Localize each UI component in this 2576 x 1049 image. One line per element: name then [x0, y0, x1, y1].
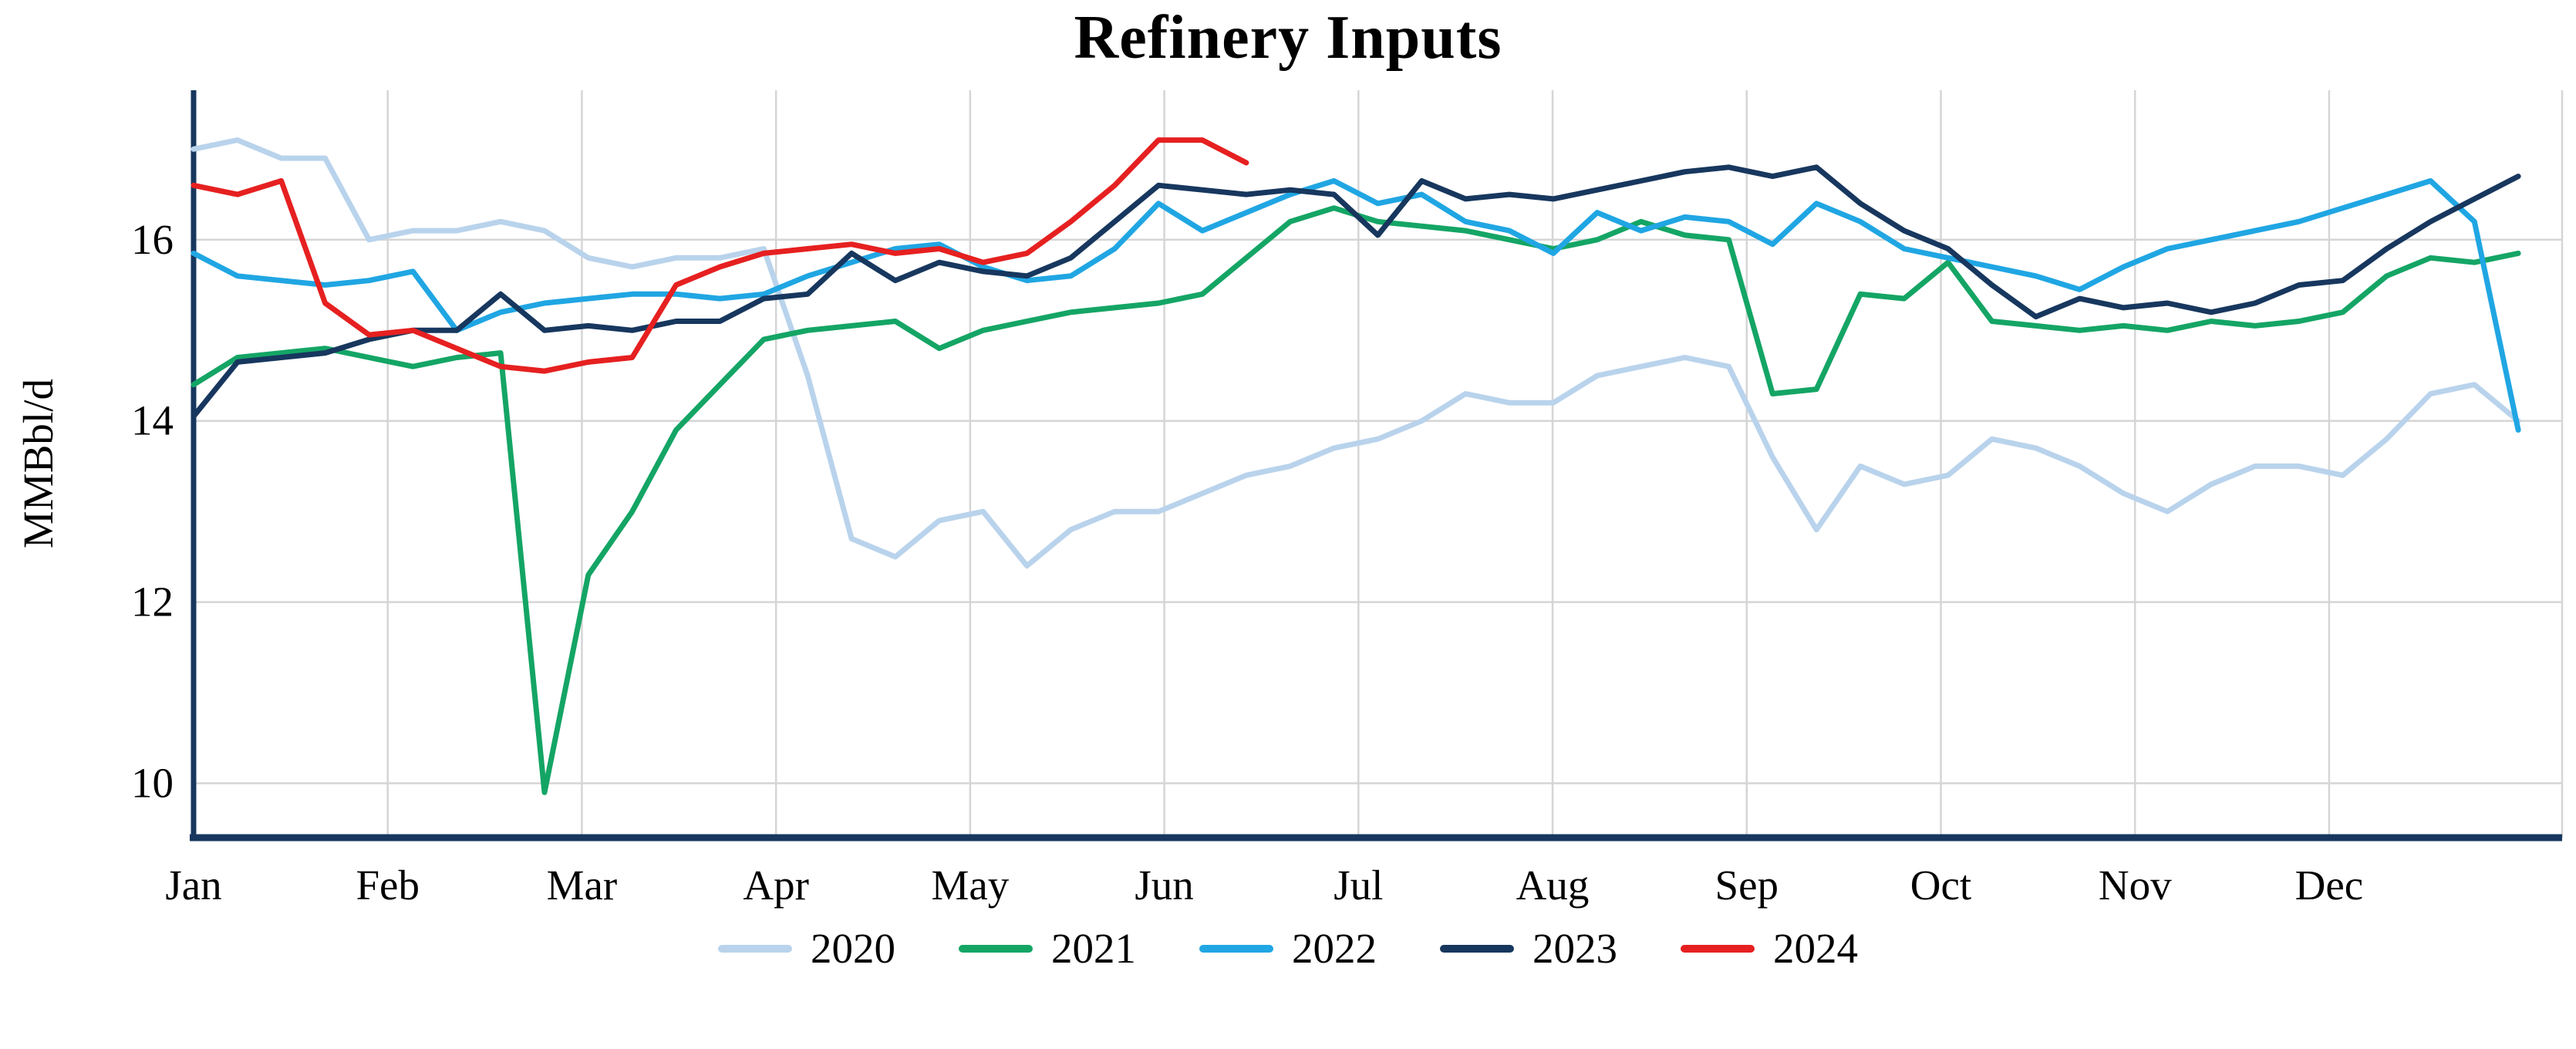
x-tick-label: Jun: [1135, 862, 1193, 909]
x-tick-label: Sep: [1715, 862, 1779, 909]
legend-swatch-2021: [959, 944, 1033, 953]
x-tick-label: May: [931, 862, 1009, 909]
x-tick-label: Jan: [165, 862, 221, 909]
y-axis-label: MMBbl/d: [15, 379, 62, 549]
legend-item-2021: 2021: [959, 924, 1136, 973]
legend: 2020 2021 2022 2023 2024: [0, 924, 2576, 973]
legend-item-2023: 2023: [1440, 924, 1617, 973]
y-tick-label: 16: [131, 216, 174, 263]
legend-label-2020: 2020: [811, 925, 895, 972]
legend-label-2024: 2024: [1773, 925, 1858, 972]
x-tick-label: Jul: [1334, 862, 1383, 909]
x-tick-label: Dec: [2295, 862, 2364, 909]
chart-title: Refinery Inputs: [1074, 4, 1502, 72]
series-line-2024: [191, 137, 1249, 374]
legend-swatch-2020: [718, 944, 792, 953]
x-tick-label: Aug: [1516, 862, 1590, 909]
y-axis-label-wrap: MMBbl/d: [14, 90, 62, 838]
y-tick-label: 10: [131, 760, 174, 807]
legend-item-2020: 2020: [718, 924, 895, 973]
legend-item-2024: 2024: [1681, 924, 1858, 973]
series-line-2023: [191, 164, 2521, 420]
legend-swatch-2024: [1681, 944, 1755, 953]
x-tick-label: Nov: [2099, 862, 2172, 909]
x-tick-label: Mar: [547, 862, 618, 909]
x-tick-label: Apr: [743, 862, 809, 909]
legend-label-2022: 2022: [1292, 925, 1377, 972]
x-tick-label: Feb: [356, 862, 420, 909]
legend-swatch-2023: [1440, 944, 1514, 953]
legend-label-2023: 2023: [1532, 925, 1617, 972]
series-line-2022: [191, 178, 2521, 433]
series-line-2020: [191, 137, 2521, 569]
x-tick-label: Oct: [1910, 862, 1971, 909]
series-line-2021: [191, 205, 2521, 795]
y-tick-label: 12: [131, 578, 174, 626]
legend-label-2021: 2021: [1051, 925, 1136, 972]
y-tick-label: 14: [131, 397, 174, 444]
legend-item-2022: 2022: [1199, 924, 1377, 973]
legend-swatch-2022: [1199, 944, 1273, 953]
